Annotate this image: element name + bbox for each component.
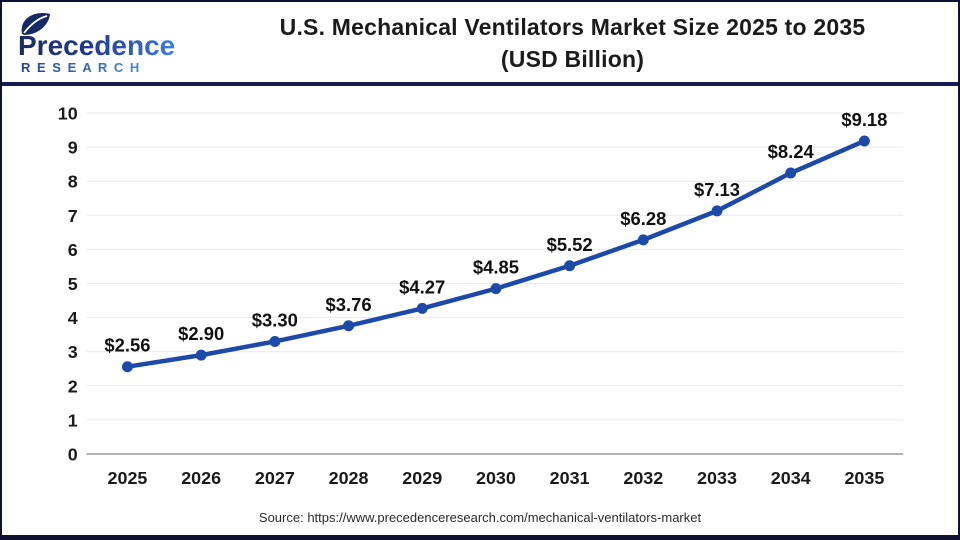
x-tick-label: 2034	[771, 468, 811, 488]
logo: Precedence R E S E A R C H	[16, 10, 188, 81]
y-tick-label: 10	[58, 103, 78, 123]
x-tick-label: 2027	[255, 468, 295, 488]
data-point	[416, 302, 428, 314]
page-title: U.S. Mechanical Ventilators Market Size …	[197, 11, 948, 75]
data-point	[269, 335, 281, 347]
y-tick-label: 9	[68, 138, 78, 158]
data-point	[711, 205, 723, 217]
data-point	[564, 260, 576, 272]
y-tick-label: 5	[68, 274, 78, 294]
y-tick-label: 0	[68, 444, 78, 464]
title-line-1: U.S. Mechanical Ventilators Market Size …	[279, 14, 866, 40]
data-label: $5.52	[547, 234, 593, 255]
x-tick-label: 2025	[108, 468, 148, 488]
data-label: $4.85	[473, 257, 519, 278]
data-label: $6.28	[620, 208, 666, 229]
leaf-icon	[21, 13, 50, 35]
data-point	[121, 361, 133, 373]
x-tick-label: 2029	[402, 468, 442, 488]
data-label: $2.56	[104, 335, 150, 356]
data-point	[785, 167, 797, 179]
y-tick-label: 4	[68, 308, 78, 328]
data-point	[858, 135, 870, 147]
data-label: $2.90	[178, 323, 224, 344]
x-tick-label: 2032	[623, 468, 663, 488]
data-point	[490, 283, 502, 295]
leaf-vein	[23, 15, 48, 34]
data-label: $4.27	[399, 276, 445, 297]
y-tick-label: 3	[68, 342, 78, 362]
x-tick-label: 2031	[550, 468, 590, 488]
title-line-2: (USD Billion)	[500, 46, 645, 72]
y-tick-label: 1	[68, 410, 78, 430]
y-tick-label: 7	[68, 206, 78, 226]
x-tick-label: 2026	[181, 468, 221, 488]
data-label: $7.13	[694, 179, 740, 200]
source-text: Source: https://www.precedenceresearch.c…	[258, 510, 702, 525]
data-label: $9.18	[841, 109, 887, 130]
logo-brand-text: Precedence	[18, 30, 175, 61]
chart-header: Precedence R E S E A R C H U.S. Mechanic…	[2, 2, 958, 82]
data-label: $3.30	[252, 309, 298, 330]
data-point	[637, 234, 649, 246]
header-divider	[2, 82, 958, 86]
x-tick-label: 2035	[844, 468, 884, 488]
x-tick-label: 2028	[329, 468, 369, 488]
y-tick-label: 8	[68, 172, 78, 192]
x-tick-label: 2033	[697, 468, 737, 488]
data-point	[343, 320, 355, 332]
data-label: $8.24	[768, 141, 815, 162]
precedence-research-logo: Precedence R E S E A R C H	[18, 13, 175, 75]
series-line	[125, 138, 867, 369]
market-line-chart: 0 1 2 3 4 5 6 7 8 9 10 2025 2026 2027 2028 2029 2030 2031…	[58, 103, 904, 488]
data-point	[195, 349, 207, 361]
logo-sub-text: R E S E A R C H	[21, 60, 141, 75]
data-label: $3.76	[326, 294, 372, 315]
y-tick-label: 6	[68, 240, 78, 260]
x-tick-label: 2030	[476, 468, 516, 488]
y-tick-label: 2	[68, 376, 78, 396]
